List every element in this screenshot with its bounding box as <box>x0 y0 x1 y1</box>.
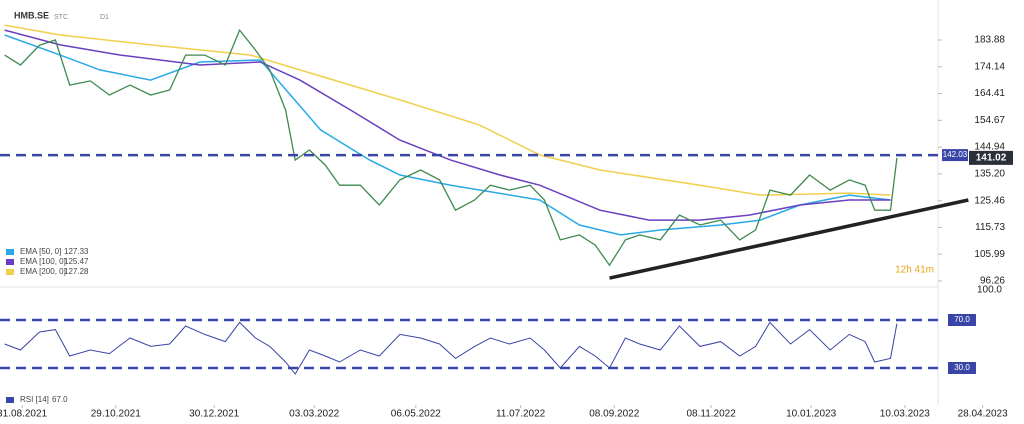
x-tick-label: 10.03.2023 <box>880 409 930 420</box>
legend-name: EMA [200, 0] <box>20 267 66 276</box>
x-tick-label: 28.04.2023 <box>958 409 1008 420</box>
legend-swatch <box>6 269 14 275</box>
level-label-box <box>942 149 968 162</box>
legend-name: EMA [50, 0] <box>20 247 61 256</box>
x-tick-label: 03.03.2022 <box>289 409 339 420</box>
y-tick-label: 154.67 <box>974 115 1005 126</box>
rsi-legend-value: 67.0 <box>52 395 68 404</box>
symbol: HMB.SE <box>14 10 49 20</box>
price-line <box>4 28 898 267</box>
legend-swatch <box>6 249 14 255</box>
y-tick-label: 144.94 <box>974 142 1005 153</box>
y-tick-label: 125.46 <box>974 195 1005 206</box>
rsi-tick-label: 100.0 <box>977 285 1002 296</box>
level-label: 142.03 <box>943 150 968 159</box>
x-tick-label: 30.12.2021 <box>189 409 239 420</box>
ema-line <box>4 24 891 196</box>
rsi-legend-name: RSI [14] <box>20 395 49 404</box>
y-tick-label: 183.88 <box>974 35 1005 46</box>
y-tick-label: 96.26 <box>980 276 1005 287</box>
y-tick-label: 135.20 <box>974 169 1005 180</box>
legend-swatch <box>6 259 14 265</box>
rsi-tick-label: 30.0 <box>954 363 970 372</box>
x-tick-label: 06.05.2022 <box>391 409 441 420</box>
y-tick-label: 174.14 <box>974 61 1005 72</box>
ema-line <box>4 29 891 221</box>
countdown: 12h 41m <box>895 265 934 276</box>
rsi-line <box>4 321 898 375</box>
rsi-tick-label: 70.0 <box>954 315 970 324</box>
rsi-label-box <box>948 314 976 326</box>
last-price-box <box>969 150 1013 165</box>
y-tick-label: 164.41 <box>974 88 1005 99</box>
rsi-legend-swatch <box>6 397 14 403</box>
x-tick-label: 08.11.2022 <box>686 409 736 420</box>
rsi-label-box <box>948 362 976 374</box>
x-tick-label: 11.07.2022 <box>496 409 546 420</box>
y-tick-label: 115.73 <box>975 222 1005 233</box>
mode[interactable]: STC <box>54 14 68 21</box>
last-price-label: 141.02 <box>976 153 1007 164</box>
trend-line <box>609 198 969 280</box>
ema-line <box>4 34 891 236</box>
x-tick-label: 29.10.2021 <box>91 409 141 420</box>
x-tick-label: 10.01.2023 <box>786 409 836 420</box>
legend-value: 127.33 <box>64 247 89 256</box>
legend-name: EMA [100, 0] <box>20 257 66 266</box>
x-tick-label: 31.08.2021 <box>0 409 48 420</box>
legend-value: 127.28 <box>64 267 89 276</box>
x-tick-label: 08.09.2022 <box>589 409 639 420</box>
legend-value: 125.47 <box>64 257 89 266</box>
timeframe[interactable]: D1 <box>100 14 109 21</box>
y-tick-label: 105.99 <box>974 249 1005 260</box>
